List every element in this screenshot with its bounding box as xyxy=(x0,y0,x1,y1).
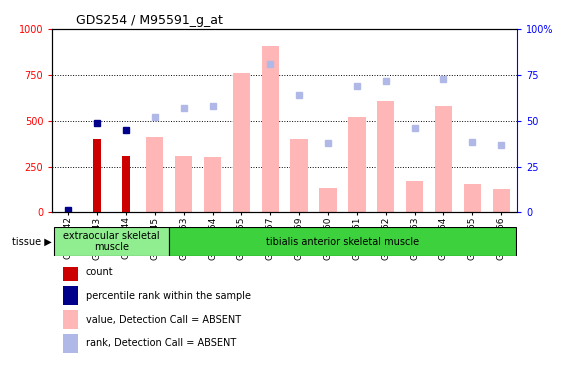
Text: extraocular skeletal
muscle: extraocular skeletal muscle xyxy=(63,231,160,253)
Bar xyxy=(63,262,78,281)
Bar xyxy=(406,181,424,212)
Bar xyxy=(53,227,169,256)
Bar xyxy=(377,101,394,212)
Bar xyxy=(233,73,250,212)
Bar xyxy=(146,137,163,212)
Bar xyxy=(348,117,365,212)
Text: tissue ▶: tissue ▶ xyxy=(12,236,52,247)
Bar xyxy=(204,157,221,212)
Bar xyxy=(63,310,78,329)
Bar xyxy=(261,46,279,212)
Bar xyxy=(290,139,308,212)
Text: percentile rank within the sample: percentile rank within the sample xyxy=(85,291,250,301)
Bar xyxy=(175,156,192,212)
Text: GDS254 / M95591_g_at: GDS254 / M95591_g_at xyxy=(76,14,223,27)
Bar xyxy=(122,156,130,212)
Text: tibialis anterior skeletal muscle: tibialis anterior skeletal muscle xyxy=(266,236,419,247)
Bar xyxy=(493,190,510,212)
Bar xyxy=(464,184,481,212)
Bar xyxy=(93,139,101,212)
Bar xyxy=(63,286,78,305)
Bar xyxy=(320,188,336,212)
Bar xyxy=(63,334,78,353)
Bar xyxy=(435,106,452,212)
Bar xyxy=(169,227,516,256)
Text: rank, Detection Call = ABSENT: rank, Detection Call = ABSENT xyxy=(85,338,236,348)
Text: count: count xyxy=(85,267,113,277)
Text: value, Detection Call = ABSENT: value, Detection Call = ABSENT xyxy=(85,314,241,325)
